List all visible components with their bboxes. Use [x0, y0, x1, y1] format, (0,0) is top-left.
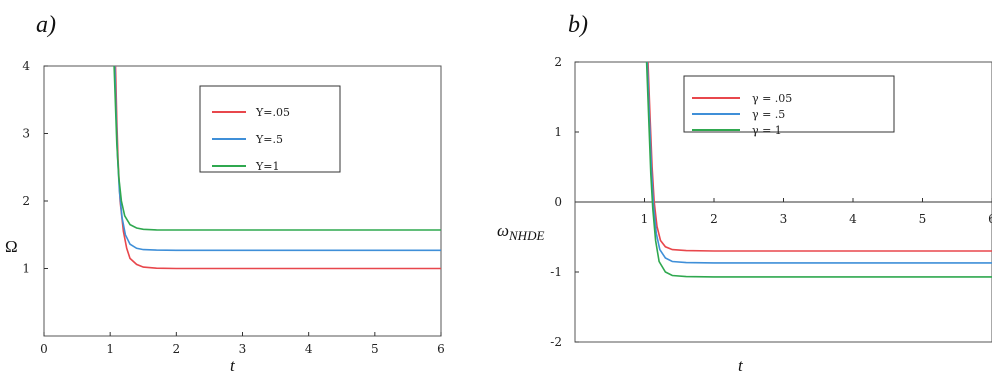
- y-tick-label: -1: [550, 265, 562, 279]
- panel-b-y-axis-symbol: ω: [497, 221, 509, 240]
- panel-b-y-axis-subscript: NHDE: [508, 228, 544, 243]
- x-tick-label: 1: [106, 342, 114, 356]
- panel-a-series: [113, 66, 441, 270]
- legend-entry: Υ=.05: [255, 106, 290, 119]
- series-line-1: [647, 62, 992, 252]
- y-tick-label: 3: [22, 127, 30, 141]
- legend-entry: γ = .05: [752, 92, 792, 105]
- chart-panel-b: b) 1 2 3 4 5 6 -2 -1 0 1 2 γ = .05 γ = .5 γ = 1 t ωN…: [497, 12, 992, 375]
- panel-a-x-axis-label: t: [230, 356, 236, 375]
- legend-entry: γ = 1: [752, 124, 782, 137]
- panel-b-legend-box: [683, 75, 895, 133]
- panel-a-ticks: 0 1 2 3 4 5 6 1 2 3 4: [22, 59, 444, 356]
- series-line-3: [113, 66, 441, 231]
- x-tick-label: 4: [305, 342, 313, 356]
- x-tick-label: 2: [173, 342, 181, 356]
- legend-entry: Υ=.5: [255, 133, 283, 146]
- series-line-3: [645, 62, 992, 278]
- x-tick-label: 3: [780, 212, 788, 226]
- x-tick-label: 1: [641, 212, 649, 226]
- series-line-2: [646, 62, 992, 264]
- legend-entry: Υ=1: [255, 160, 279, 173]
- chart-panel-a: a) 0 1 2 3 4 5 6 1 2 3 4 Υ=.05 Υ=.5 Υ=1 t Ω: [5, 12, 445, 375]
- y-tick-label: 0: [554, 195, 562, 209]
- x-tick-label: 5: [371, 342, 379, 356]
- panel-a-label: a): [36, 12, 56, 38]
- panel-a-legend: Υ=.05 Υ=.5 Υ=1: [199, 85, 341, 173]
- y-tick-label: 2: [554, 55, 562, 69]
- x-tick-label: 3: [239, 342, 247, 356]
- panel-b-x-axis-label: t: [738, 356, 744, 375]
- y-tick-label: 1: [554, 125, 562, 139]
- x-tick-label: 0: [40, 342, 48, 356]
- panel-a-legend-box: [199, 85, 341, 173]
- y-tick-label: 2: [22, 194, 30, 208]
- x-tick-label: 5: [919, 212, 927, 226]
- y-tick-label: 4: [22, 59, 30, 73]
- panel-b-label: b): [568, 12, 588, 38]
- x-tick-label: 4: [849, 212, 857, 226]
- x-tick-label: 6: [988, 212, 992, 226]
- x-tick-label: 2: [710, 212, 718, 226]
- x-tick-label: 6: [437, 342, 445, 356]
- y-tick-label: -2: [550, 335, 562, 349]
- panel-a-y-axis-label: Ω: [5, 237, 18, 256]
- panel-b-series: [645, 62, 992, 278]
- panel-b-ticks: 1 2 3 4 5 6 -2 -1 0 1 2: [550, 55, 992, 349]
- y-tick-label: 1: [22, 262, 30, 276]
- panel-b-legend: γ = .05 γ = .5 γ = 1: [683, 75, 895, 137]
- panel-b-y-axis-label: ωNHDE: [497, 221, 544, 243]
- legend-entry: γ = .5: [752, 108, 785, 121]
